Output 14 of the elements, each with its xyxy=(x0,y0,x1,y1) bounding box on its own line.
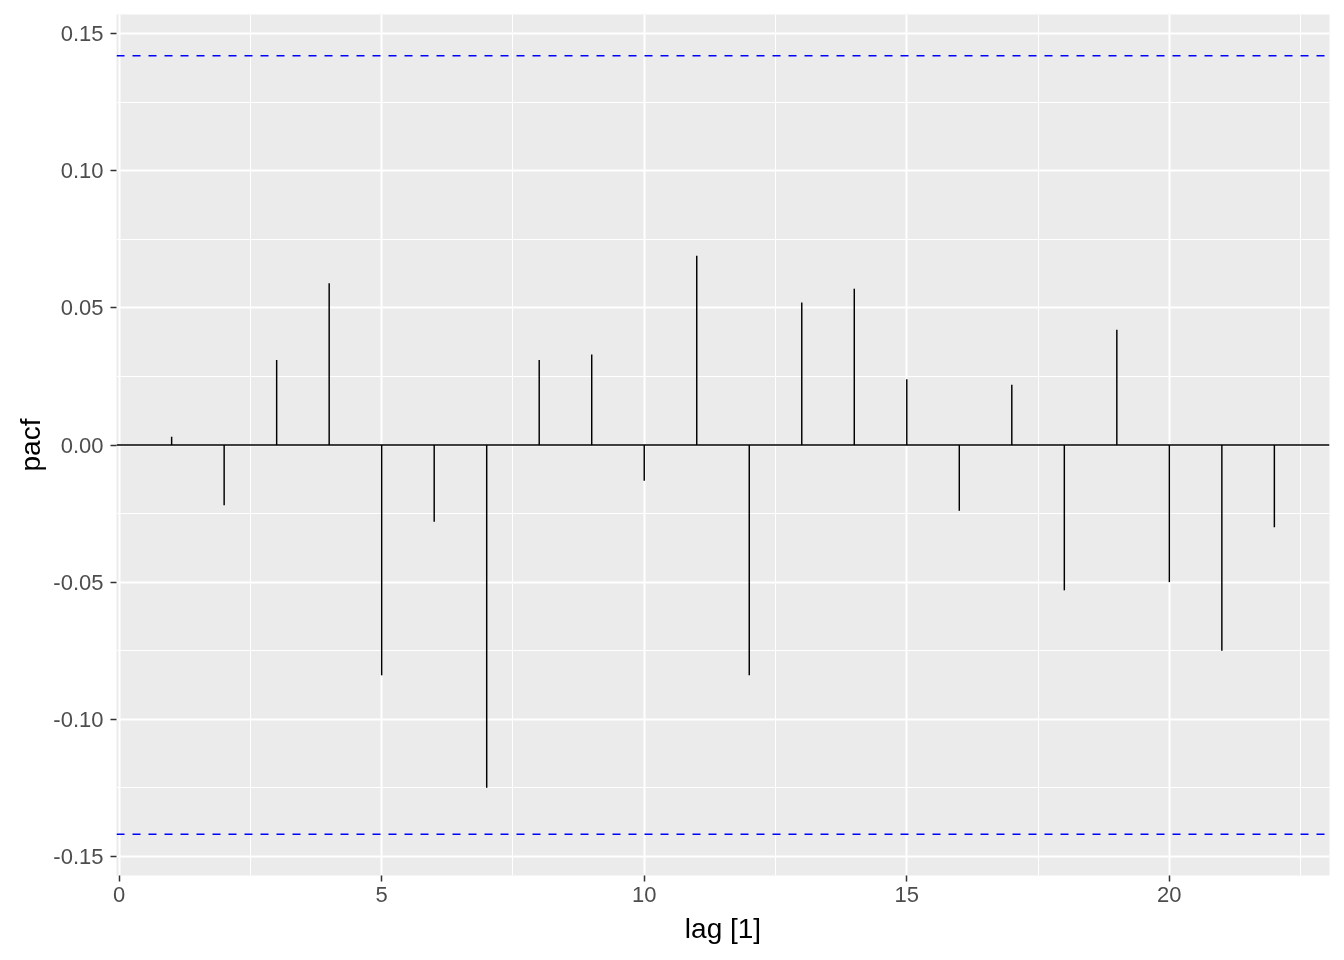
x-tick-label: 0 xyxy=(113,881,126,907)
y-tick-label: 0.10 xyxy=(60,158,104,184)
x-tick-label: 10 xyxy=(632,881,657,907)
x-tick-label: 15 xyxy=(894,881,920,907)
x-axis-title: lag [1] xyxy=(684,912,762,944)
y-tick-label: -0.15 xyxy=(53,843,104,869)
y-axis-title: pacf xyxy=(15,418,47,472)
y-tick-label: -0.05 xyxy=(53,569,104,595)
y-tick-label: -0.10 xyxy=(53,706,104,732)
x-tick-label: 5 xyxy=(375,881,388,907)
y-tick-label: 0.00 xyxy=(60,432,104,458)
y-tick-label: 0.05 xyxy=(60,295,104,321)
y-tick-label: 0.15 xyxy=(60,21,104,47)
x-tick-label: 20 xyxy=(1157,881,1182,907)
